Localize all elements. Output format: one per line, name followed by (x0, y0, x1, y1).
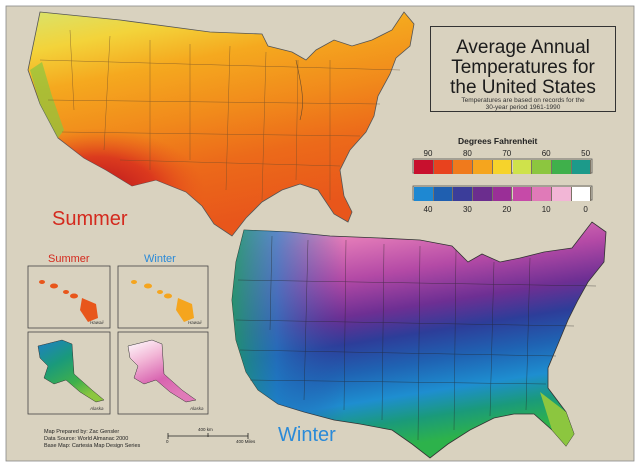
summer-tick-1: 80 (462, 149, 472, 158)
hawaii-winter-islands (131, 280, 194, 322)
credits-line-3: Base Map: Cartesia Map Design Series (44, 443, 141, 449)
credits-line-2: Data Source: World Almanac 2000 (44, 436, 129, 442)
winter-swatch-6 (532, 187, 552, 201)
winter-tick-4: 0 (583, 205, 588, 214)
summer-swatch-8 (571, 160, 592, 174)
winter-swatch-1 (433, 187, 454, 201)
winter-swatch-2 (453, 187, 474, 201)
summer-swatch-2 (453, 160, 474, 174)
alaska-winter-caption: Alaska (190, 406, 204, 411)
scale-miles-label: 400 Miles (236, 439, 256, 444)
inset-hawaii-summer (27, 265, 111, 329)
winter-swatch-5 (512, 187, 533, 201)
summer-tick-2: 70 (502, 149, 512, 158)
credits-line-1: Map Prepared by: Zac Gensler (44, 429, 120, 435)
legend-title: Degrees Fahrenheit (458, 136, 538, 146)
inset-summer-label: Summer (48, 253, 90, 265)
summer-label: Summer (52, 208, 128, 230)
title-subtitle-2: 30-year period 1961-1990 (485, 104, 561, 111)
map-credits: Map Prepared by: Zac Gensler Data Source… (44, 429, 140, 450)
winter-us-map (231, 221, 607, 459)
winter-swatch-8 (571, 187, 592, 201)
winter-tick-2: 20 (502, 205, 512, 214)
winter-swatch-4 (492, 187, 513, 201)
alaska-summer-shape (37, 339, 105, 403)
alaska-winter-shape (127, 339, 197, 403)
hawaii-summer-islands (39, 280, 98, 322)
winter-tick-3: 10 (541, 205, 551, 214)
summer-tick-3: 60 (541, 149, 551, 158)
inset-maps (27, 265, 209, 415)
hawaii-summer-caption: Hawaii (90, 320, 104, 325)
title-line-1: Average Annual (456, 37, 590, 58)
title-line-2: Temperatures for (451, 57, 595, 78)
summer-swatch-5 (512, 160, 533, 174)
winter-swatch-7 (551, 187, 572, 201)
summer-swatch-7 (551, 160, 572, 174)
inset-winter-label: Winter (144, 253, 176, 265)
winter-tick-1: 30 (462, 205, 472, 214)
title-box: Average Annual Temperatures for the Unit… (430, 26, 616, 112)
summer-swatch-3 (473, 160, 493, 174)
winter-swatch-0 (414, 187, 434, 201)
scale-zero: 0 (166, 439, 169, 444)
scale-km-label: 400 km (198, 427, 213, 432)
summer-swatch-0 (414, 160, 434, 174)
winter-swatch-3 (473, 187, 493, 201)
scale-bar (167, 433, 249, 439)
summer-us-map (27, 11, 415, 237)
summer-tick-4: 50 (581, 149, 591, 158)
summer-swatch-4 (492, 160, 513, 174)
winter-label: Winter (278, 424, 336, 446)
alaska-summer-caption: Alaska (90, 406, 104, 411)
summer-swatch-1 (433, 160, 454, 174)
title-subtitle-1: Temperatures are based on records for th… (461, 97, 585, 104)
summer-swatch-6 (532, 160, 552, 174)
winter-tick-0: 40 (423, 205, 433, 214)
hawaii-winter-caption: Hawaii (188, 320, 202, 325)
title-line-3: the United States (450, 77, 596, 98)
inset-hawaii-winter (117, 265, 209, 329)
summer-tick-0: 90 (423, 149, 433, 158)
